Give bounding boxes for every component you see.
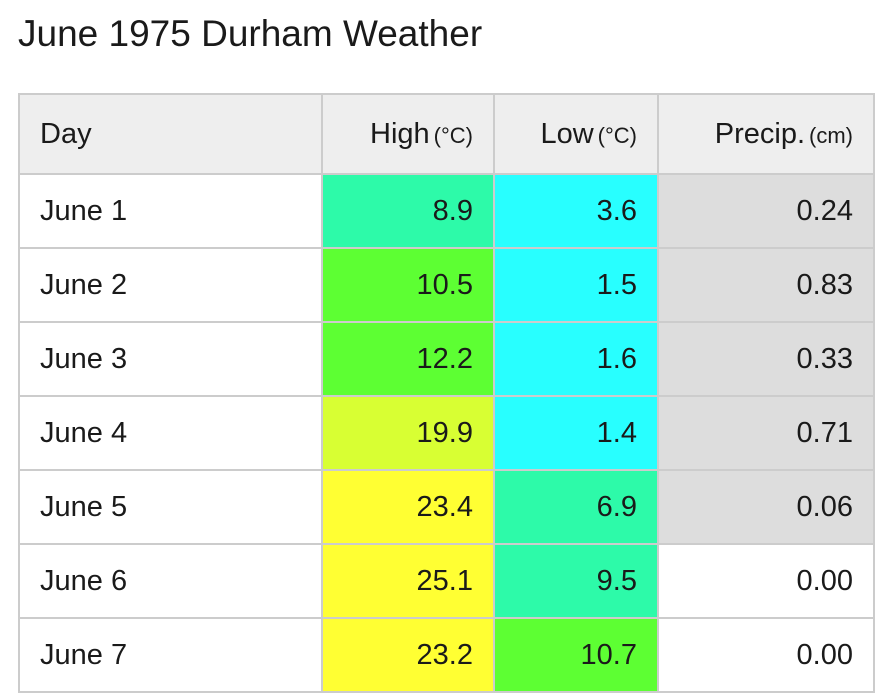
column-header-low: Low (°C): [493, 93, 659, 175]
column-header-high: High (°C): [321, 93, 495, 175]
cell-precip: 0.33: [657, 321, 875, 397]
page-title: June 1975 Durham Weather: [18, 13, 483, 54]
column-header-precip-label: Precip.: [714, 117, 806, 150]
column-header-precip: Precip. (cm): [657, 93, 875, 175]
column-header-day: Day: [18, 93, 323, 175]
header-row: Day High (°C) Low (°C) Precip. (cm): [18, 93, 875, 175]
cell-day: June 2: [18, 247, 323, 323]
column-header-day-label: Day: [40, 117, 92, 150]
cell-day: June 5: [18, 469, 323, 545]
cell-high: 8.9: [321, 173, 495, 249]
cell-precip: 0.83: [657, 247, 875, 323]
cell-day: June 4: [18, 395, 323, 471]
table-row: June 5 23.4 6.9 0.06: [18, 469, 875, 545]
weather-table: Day High (°C) Low (°C) Precip. (cm) June 1 …: [18, 93, 875, 693]
cell-high: 19.9: [321, 395, 495, 471]
cell-high: 12.2: [321, 321, 495, 397]
cell-low: 1.5: [493, 247, 659, 323]
table-row: June 4 19.9 1.4 0.71: [18, 395, 875, 471]
cell-low: 10.7: [493, 617, 659, 693]
table-row: June 3 12.2 1.6 0.33: [18, 321, 875, 397]
cell-precip: 0.24: [657, 173, 875, 249]
table-header: Day High (°C) Low (°C) Precip. (cm): [18, 93, 875, 175]
column-header-low-unit: (°C): [597, 122, 637, 148]
cell-high: 25.1: [321, 543, 495, 619]
cell-day: June 1: [18, 173, 323, 249]
cell-low: 3.6: [493, 173, 659, 249]
cell-day: June 7: [18, 617, 323, 693]
cell-precip: 0.71: [657, 395, 875, 471]
cell-precip: 0.06: [657, 469, 875, 545]
cell-high: 23.4: [321, 469, 495, 545]
cell-high: 23.2: [321, 617, 495, 693]
column-header-low-label: Low: [540, 117, 594, 150]
cell-low: 1.6: [493, 321, 659, 397]
cell-high: 10.5: [321, 247, 495, 323]
table-row: June 1 8.9 3.6 0.24: [18, 173, 875, 249]
table-row: June 6 25.1 9.5 0.00: [18, 543, 875, 619]
cell-day: June 6: [18, 543, 323, 619]
cell-precip: 0.00: [657, 617, 875, 693]
cell-low: 9.5: [493, 543, 659, 619]
cell-day: June 3: [18, 321, 323, 397]
column-header-high-label: High: [370, 117, 430, 150]
table-row: June 7 23.2 10.7 0.00: [18, 617, 875, 693]
cell-precip: 0.00: [657, 543, 875, 619]
column-header-high-unit: (°C): [433, 122, 473, 148]
cell-low: 6.9: [493, 469, 659, 545]
cell-low: 1.4: [493, 395, 659, 471]
column-header-precip-unit: (cm): [809, 122, 853, 148]
table-body: June 1 8.9 3.6 0.24 June 2 10.5 1.5 0.83…: [18, 173, 875, 693]
table-row: June 2 10.5 1.5 0.83: [18, 247, 875, 323]
